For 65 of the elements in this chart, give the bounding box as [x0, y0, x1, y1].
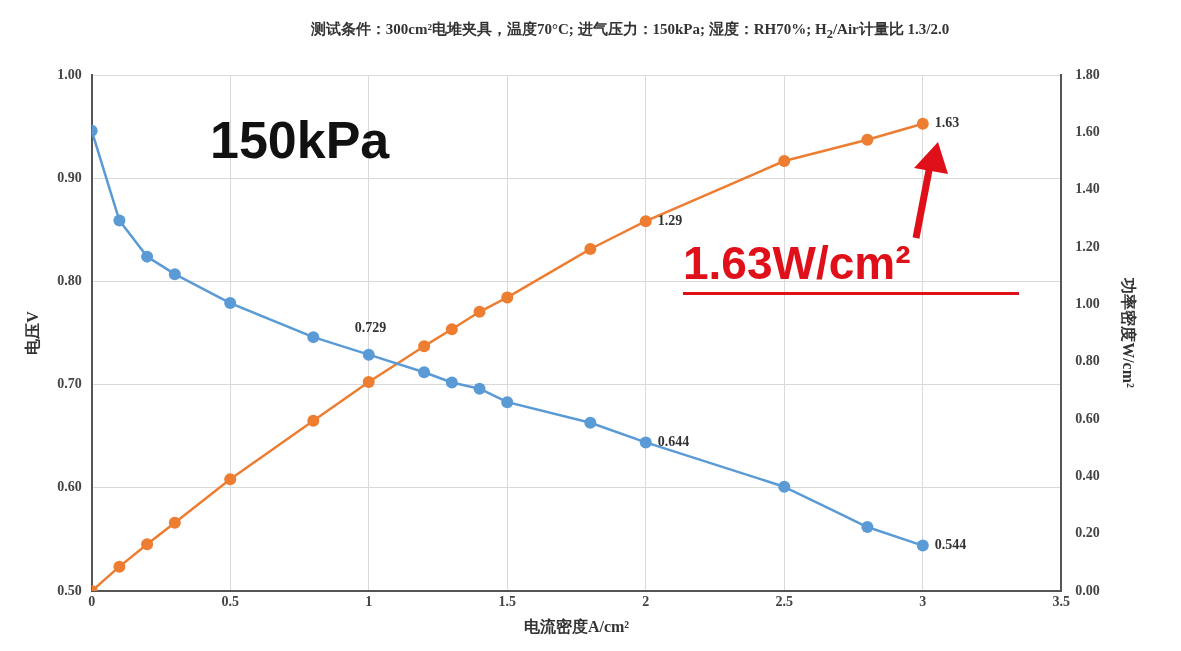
point: [307, 331, 320, 344]
y-tick-label: 0.70: [57, 376, 82, 392]
x-tick-label: 1.5: [498, 594, 516, 610]
y2-tick-label: 1.60: [1075, 123, 1100, 139]
point: [141, 250, 154, 263]
point: [224, 473, 237, 486]
y-tick-label: 0.80: [57, 273, 82, 289]
x-tick-label: 1: [365, 594, 373, 610]
y2-tick-label: 1.00: [1075, 295, 1100, 311]
y2-axis-title: 功率密度W/cm²: [1120, 277, 1139, 389]
y2-tick-label: 0.00: [1075, 582, 1100, 598]
point: [224, 297, 237, 310]
y2-tick-label: 1.80: [1075, 66, 1100, 82]
annotation: 150kPa: [210, 110, 390, 170]
x-tick-label: 2.5: [775, 594, 794, 610]
y2-tick-label: 1.20: [1075, 238, 1100, 254]
point: [861, 521, 874, 534]
point: [141, 538, 154, 551]
y2-tick-label: 0.40: [1075, 467, 1100, 483]
point: [861, 133, 874, 146]
data-label: 0.644: [657, 434, 690, 449]
y-tick-label: 0.60: [57, 479, 82, 495]
point: [168, 516, 181, 529]
point: [307, 414, 320, 427]
y2-tick-label: 0.20: [1075, 525, 1100, 541]
x-tick-label: 3.5: [1052, 594, 1071, 610]
point: [501, 291, 514, 304]
x-tick-label: 0.5: [221, 594, 239, 610]
point: [473, 382, 486, 395]
data-label: 0.544: [934, 537, 967, 553]
point: [916, 117, 929, 130]
annotation: 1.63W/cm²: [683, 236, 1019, 295]
x-tick-label: 2: [642, 594, 650, 610]
data-label: 1.29: [657, 212, 683, 228]
x-tick-label: 3: [919, 594, 927, 610]
point: [362, 376, 375, 389]
point: [501, 396, 514, 409]
y2-tick-label: 0.60: [1075, 410, 1100, 426]
x-tick-label: 0: [88, 594, 96, 610]
point: [445, 323, 458, 336]
point: [639, 215, 652, 228]
y-axis-title: 电压V: [23, 310, 41, 355]
point: [778, 155, 791, 167]
y2-tick-label: 1.40: [1075, 181, 1100, 197]
point: [916, 539, 929, 552]
point: [362, 348, 375, 361]
point: [584, 243, 597, 256]
y-tick-label: 0.90: [57, 169, 82, 185]
data-label: 1.63: [934, 115, 960, 131]
point: [584, 416, 597, 429]
y-tick-label: 0.50: [57, 582, 82, 598]
point: [113, 214, 126, 227]
y-tick-label: 1.00: [57, 66, 82, 82]
x-axis-title: 电流密度A/cm²: [523, 616, 630, 635]
point: [473, 305, 486, 318]
point: [445, 376, 458, 389]
y2-tick-label: 0.80: [1075, 353, 1100, 369]
point: [418, 366, 431, 379]
point: [639, 436, 652, 449]
point: [168, 268, 181, 281]
point: [778, 480, 791, 493]
chart-title: 测试条件：300cm²电堆夹具，温度70°C; 进气压力：150kPa; 湿度：RH70%; H$_{2}$/Air计量比 1.3/2.0: [309, 20, 951, 43]
data-label: 0.729: [354, 320, 387, 336]
point: [418, 340, 431, 353]
point: [113, 560, 126, 573]
